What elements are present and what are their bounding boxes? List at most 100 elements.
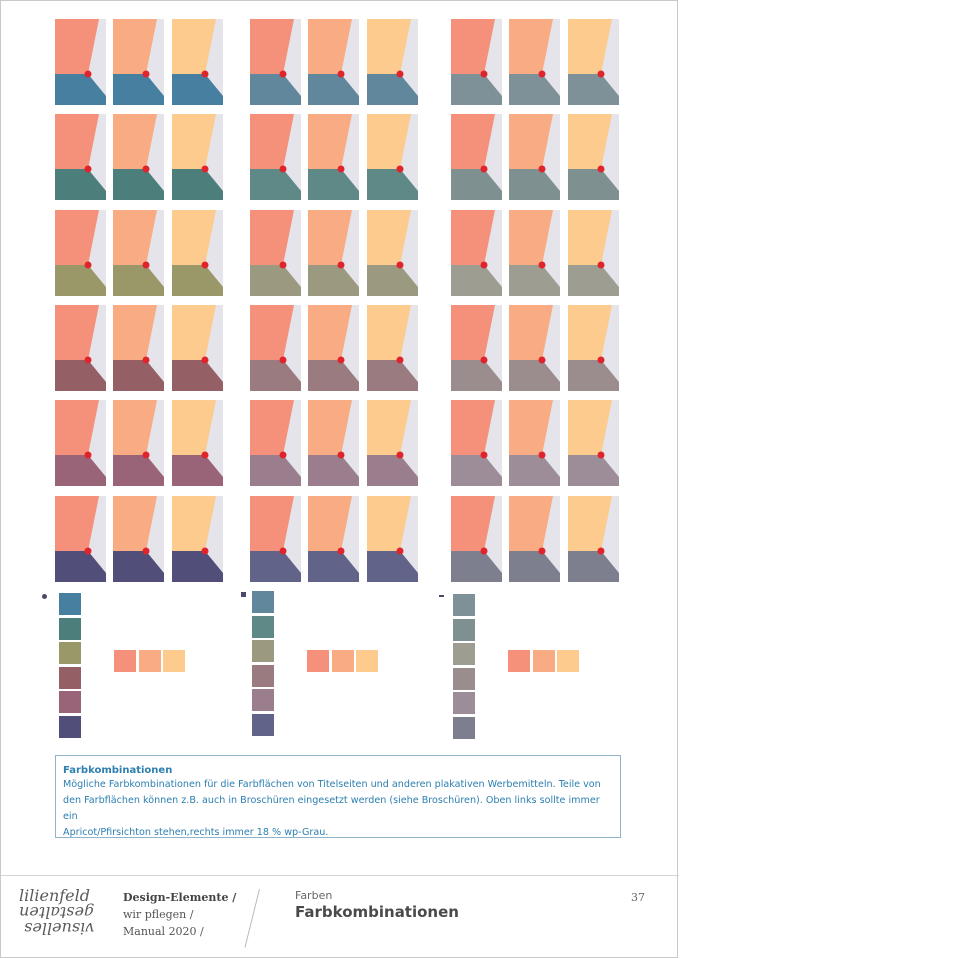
tile-graphic — [568, 19, 619, 105]
color-combination-tile — [568, 496, 619, 582]
tile-bottom-area — [509, 265, 560, 296]
color-combination-tile — [568, 210, 619, 296]
bottom-color-swatch — [252, 713, 274, 736]
tile-graphic — [172, 400, 223, 486]
top-color-swatch — [307, 650, 329, 672]
bottom-color-swatch — [59, 715, 81, 738]
color-combination-tile — [55, 305, 106, 391]
tile-top-area — [367, 400, 411, 455]
top-color-swatch — [331, 650, 354, 672]
tile-bottom-area — [172, 265, 223, 296]
tile-bottom-area — [113, 169, 164, 200]
tile-bottom-area — [308, 455, 359, 486]
tile-top-area — [451, 114, 495, 169]
tile-dot — [201, 451, 209, 459]
tile-top-area — [308, 210, 352, 265]
tile-graphic — [55, 114, 106, 200]
tile-graphic — [172, 210, 223, 296]
tile-top-area — [172, 305, 216, 360]
tile-top-area — [55, 496, 99, 551]
color-combination-tile — [509, 400, 560, 486]
logo-word-top: lilienfeld — [19, 886, 90, 905]
info-box: Farbkombinationen Mögliche Farbkombinati… — [55, 755, 621, 838]
tile-graphic — [509, 19, 560, 105]
tile-top-area — [113, 114, 157, 169]
tile-top-area — [509, 305, 553, 360]
color-combination-tile — [55, 210, 106, 296]
tile-top-area — [568, 496, 612, 551]
tile-dot — [142, 356, 150, 364]
bottom-color-swatch — [453, 594, 475, 616]
tile-bottom-area — [451, 169, 502, 200]
tile-graphic — [451, 210, 502, 296]
tile-top-area — [308, 496, 352, 551]
color-combination-tile — [308, 114, 359, 200]
tile-graphic — [568, 210, 619, 296]
color-combination-tile — [172, 210, 223, 296]
tile-dot — [201, 261, 209, 269]
tile-bottom-area — [250, 360, 301, 391]
logo-word-bot: visuelles — [24, 919, 95, 938]
tile-graphic — [509, 400, 560, 486]
tile-graphic — [509, 305, 560, 391]
tile-dot — [337, 356, 345, 364]
tile-graphic — [55, 496, 106, 582]
color-combination-tile — [172, 496, 223, 582]
tile-dot — [480, 547, 488, 555]
tile-graphic — [451, 496, 502, 582]
color-combination-tile — [308, 210, 359, 296]
tile-top-area — [172, 210, 216, 265]
top-color-swatch — [356, 650, 378, 672]
tile-dot — [337, 165, 345, 173]
tile-dot — [480, 70, 488, 78]
tile-bottom-area — [55, 455, 106, 486]
color-combination-tile — [113, 400, 164, 486]
tile-dot — [538, 165, 546, 173]
tile-bottom-area — [55, 265, 106, 296]
tile-top-area — [568, 19, 612, 74]
tile-top-area — [113, 210, 157, 265]
bottom-color-swatch — [252, 615, 274, 638]
tile-dot — [480, 261, 488, 269]
tile-top-area — [451, 305, 495, 360]
bottom-color-swatch — [252, 591, 274, 613]
tile-bottom-area — [308, 169, 359, 200]
tile-top-area — [308, 114, 352, 169]
tile-top-area — [55, 19, 99, 74]
top-color-swatch — [163, 650, 185, 672]
tile-top-area — [250, 19, 294, 74]
color-combination-tile — [250, 19, 301, 105]
tile-top-area — [113, 305, 157, 360]
tile-graphic — [451, 400, 502, 486]
tile-dot — [337, 451, 345, 459]
tile-graphic — [55, 305, 106, 391]
color-combination-tile — [113, 19, 164, 105]
tile-top-area — [509, 496, 553, 551]
color-combination-tile — [55, 496, 106, 582]
color-combination-tile — [308, 19, 359, 105]
tile-bottom-area — [172, 74, 223, 105]
tile-bottom-area — [367, 74, 418, 105]
tile-graphic — [451, 19, 502, 105]
top-color-swatch — [114, 650, 136, 672]
tile-bottom-area — [172, 551, 223, 582]
info-line-1: Mögliche Farbkombinationen für die Farbf… — [63, 779, 601, 790]
tile-dot — [480, 451, 488, 459]
color-combination-tile — [172, 114, 223, 200]
color-combination-tile — [367, 400, 418, 486]
tile-top-area — [172, 400, 216, 455]
tile-dot — [396, 70, 404, 78]
bottom-color-swatch — [252, 664, 274, 687]
color-combination-tile — [113, 210, 164, 296]
top-color-swatch — [138, 650, 161, 672]
tile-dot — [538, 261, 546, 269]
tile-dot — [597, 356, 605, 364]
tile-dot — [396, 547, 404, 555]
tile-dot — [597, 451, 605, 459]
tile-dot — [201, 165, 209, 173]
tile-top-area — [367, 19, 411, 74]
tile-dot — [337, 547, 345, 555]
tile-bottom-area — [113, 360, 164, 391]
tile-graphic — [509, 210, 560, 296]
tile-bottom-area — [367, 169, 418, 200]
